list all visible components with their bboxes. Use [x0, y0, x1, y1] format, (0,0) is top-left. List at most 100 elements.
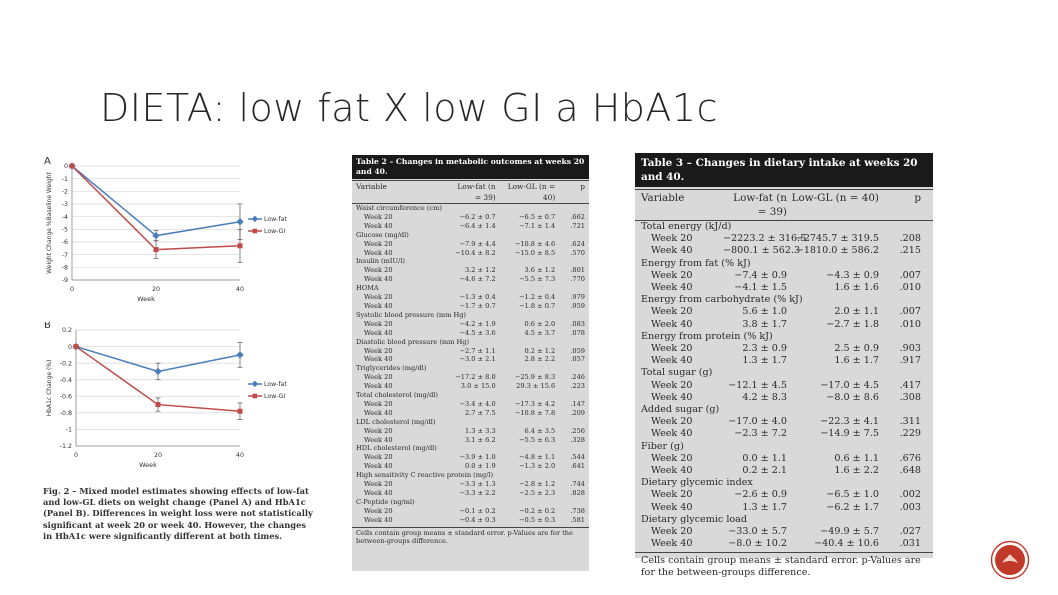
table-cell: Week 20	[651, 343, 693, 355]
table-cell: 3.1 ± 6.2	[464, 435, 496, 444]
table-cell: .648	[899, 465, 921, 477]
table-cell: .002	[899, 489, 921, 501]
circle-emblem-icon	[990, 540, 1030, 580]
slide-title: DIETA: low fat X low GI a HbA1c	[100, 86, 718, 130]
data-point	[152, 231, 160, 240]
table-cell: Systolic blood pressure (mm Hg)	[356, 310, 466, 319]
y-tick-label: -0.2	[60, 360, 72, 367]
table-cell: 0.0 ± 1.9	[464, 462, 496, 471]
table-row: LDL cholesterol (mg/dl)	[352, 418, 589, 427]
table-title: Table 3 – Changes in dietary intake at w…	[635, 153, 933, 187]
table-cell: −49.9 ± 5.7	[820, 526, 879, 538]
table-cell: −0.5 ± 0.3	[519, 515, 556, 524]
table-cell: .003	[899, 501, 921, 513]
table-cell: Dietary glycemic index	[641, 477, 753, 489]
x-tick-label: 20	[154, 452, 162, 459]
table-cell: −4.3 ± 0.9	[826, 269, 879, 281]
table-cell: Week 20	[364, 506, 393, 515]
table-cell: Glucose (mg/dl)	[356, 230, 409, 239]
table-cell: 0.6 ± 2.0	[524, 319, 556, 328]
table-row: Week 20 0.0 ± 1.1 0.6 ± 1.1 .676	[635, 453, 933, 465]
table-cell: −10.8 ± 7.8	[514, 408, 556, 417]
table-cell: Week 40	[364, 382, 393, 391]
table-cell: Week 20	[651, 269, 693, 281]
table-cell: .246	[570, 373, 585, 382]
table-cell: −4.8 ± 1.1	[519, 453, 556, 462]
table-cell: .624	[570, 239, 585, 248]
table-row: High sensitivity C reactive protein (mg/…	[352, 471, 589, 480]
table-cell: .770	[570, 275, 585, 284]
table-row: Week 40 −4.6 ± 7.2 −5.5 ± 7.3 .770	[352, 275, 589, 284]
table-cell: −2.5 ± 2.3	[519, 489, 556, 497]
table-row: Fiber (g)	[635, 441, 933, 453]
table-cell: C-Peptide (ng/ml)	[356, 497, 415, 506]
table-cell: −2.3 ± 7.2	[734, 428, 787, 440]
table-cell: Week 40	[364, 275, 393, 284]
table-row: Week 20 −7.4 ± 0.9 −4.3 ± 0.9 .007	[635, 270, 933, 282]
table-cell: −8.0 ± 10.2	[728, 538, 787, 550]
table-cell: .209	[570, 408, 585, 417]
table-header: Variable Low-fat (n = 39) Low-GL (n = 40…	[352, 180, 589, 204]
table-cell: Week 40	[364, 301, 393, 310]
table-row: Week 20 −33.0 ± 5.7 −49.9 ± 5.7 .027	[635, 526, 933, 538]
table-cell: 6.4 ± 3.5	[524, 426, 556, 435]
table-cell: 2.5 ± 0.9	[834, 343, 879, 355]
table-cell: −8.0 ± 8.6	[826, 391, 879, 403]
table-cell: .570	[570, 248, 585, 257]
table-row: Energy from fat (% kJ)	[635, 258, 933, 270]
table-cell: .641	[570, 462, 585, 471]
table-cell: −2745.7 ± 319.5	[795, 233, 879, 245]
table-cell: Week 20	[651, 379, 693, 391]
table-cell: Energy from carbohydrate (% kJ)	[641, 294, 803, 306]
header-cell: p	[914, 192, 921, 204]
table-cell: 0.2 ± 1.2	[524, 346, 556, 355]
header-cell: Low-GL (n = 40)	[791, 192, 879, 204]
table-cell: −4.1 ± 1.5	[734, 282, 787, 294]
data-point	[237, 408, 243, 414]
table-footnote: Cells contain group means ± standard err…	[352, 526, 589, 547]
table-row: Week 20 −7.9 ± 4.4 −10.8 ± 4.6 .624	[352, 240, 589, 249]
table-row: Week 40 3.0 ± 15.0 29.3 ± 15.6 .223	[352, 382, 589, 391]
table-row: Energy from carbohydrate (% kJ)	[635, 294, 933, 306]
x-axis-label: Week	[139, 461, 157, 469]
table-cell: −1.8 ± 0.7	[519, 301, 556, 310]
panel-label: B	[44, 322, 51, 331]
table-row: Week 40 −1.7 ± 0.7 −1.8 ± 0.7 .959	[352, 302, 589, 311]
table-cell: −1.7 ± 0.7	[459, 301, 496, 310]
header-cell: Low-fat (n = 39)	[733, 192, 787, 218]
table-cell: −1.2 ± 0.4	[519, 293, 556, 302]
table-row: Week 20 5.6 ± 1.0 2.0 ± 1.1 .007	[635, 306, 933, 318]
table-row: Week 40 −0.4 ± 0.3 −0.5 ± 0.3 .581	[352, 516, 589, 525]
header-cell: Low-fat (n = 39)	[457, 182, 496, 202]
legend-label: Low-fat	[264, 216, 287, 223]
table-cell: .256	[570, 426, 585, 435]
header-cell: Variable	[356, 182, 387, 191]
table-cell: .083	[570, 319, 585, 328]
table-row: Total cholesterol (mg/dl)	[352, 391, 589, 400]
table-cell: −33.0 ± 5.7	[728, 526, 787, 538]
table-cell: .676	[899, 452, 921, 464]
table-row: Added sugar (g)	[635, 404, 933, 416]
table-cell: Week 20	[651, 452, 693, 464]
table-cell: −1.3 ± 0.4	[459, 293, 496, 302]
table-cell: .007	[899, 269, 921, 281]
table-cell: −6.5 ± 0.7	[519, 212, 556, 221]
table-cell: −22.3 ± 4.1	[820, 416, 879, 428]
table-row: Week 40 −3.3 ± 2.2 −2.5 ± 2.3 .828	[352, 489, 589, 498]
y-tick-label: -5	[62, 227, 68, 234]
table-cell: −3.0 ± 2.1	[459, 355, 496, 364]
table-cell: Week 20	[651, 526, 693, 538]
table-cell: Week 20	[364, 399, 393, 408]
table-row: Dietary glycemic load	[635, 514, 933, 526]
table-cell: −1810.0 ± 586.2	[795, 245, 879, 257]
table-cell: .208	[899, 233, 921, 245]
table-cell: .078	[570, 328, 585, 337]
table-cell: Energy from protein (% kJ)	[641, 330, 773, 342]
series-line	[71, 165, 241, 237]
table-cell: −4.6 ± 7.2	[459, 275, 496, 284]
table-cell: LDL cholesterol (mg/dl)	[356, 417, 436, 426]
x-axis-label: Week	[137, 295, 155, 303]
table-row: Week 20 −0.1 ± 0.2 −0.2 ± 0.2 .738	[352, 507, 589, 516]
table-cell: .828	[570, 489, 585, 497]
table-row: Week 20 −2.6 ± 0.9 −6.5 ± 1.0 .002	[635, 489, 933, 501]
